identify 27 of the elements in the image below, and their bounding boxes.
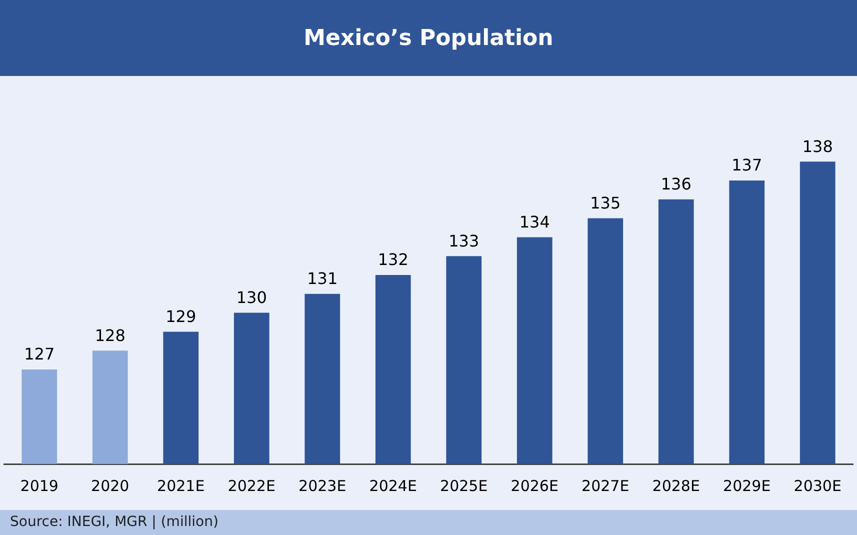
x-tick-label: 2030E <box>794 476 842 495</box>
x-tick-label: 2026E <box>510 476 558 495</box>
data-label: 136 <box>660 174 692 194</box>
x-tick-label: 2025E <box>440 476 488 495</box>
data-label: 133 <box>448 231 480 250</box>
data-label: 127 <box>24 344 55 364</box>
x-tick-label: 2023E <box>298 476 346 495</box>
x-tick-label: 2028E <box>652 476 700 495</box>
x-tick-label: 2029E <box>723 476 771 495</box>
data-label: 137 <box>732 156 762 175</box>
x-tick-label: 2021E <box>157 476 205 495</box>
x-tick-label: 2020 <box>91 476 130 495</box>
x-tick-label: 2027E <box>582 476 630 495</box>
chart-title: Mexico’s Population <box>0 0 857 76</box>
data-label: 135 <box>590 193 621 212</box>
data-label: 134 <box>519 212 550 232</box>
x-tick-label: 2019 <box>20 476 58 495</box>
data-label: 132 <box>378 250 408 270</box>
x-tick-label: 2022E <box>228 476 276 495</box>
data-label: 129 <box>166 306 196 326</box>
annotation: Source: INEGI, MGR | (million) <box>10 514 218 530</box>
source-strip: Source: INEGI, MGR | (million) <box>0 510 857 535</box>
data-label: 138 <box>802 136 833 156</box>
data-label: 128 <box>94 326 126 345</box>
data-label: 131 <box>307 269 338 288</box>
data-label: 130 <box>236 288 267 307</box>
x-tick-label: 2024E <box>369 476 417 495</box>
